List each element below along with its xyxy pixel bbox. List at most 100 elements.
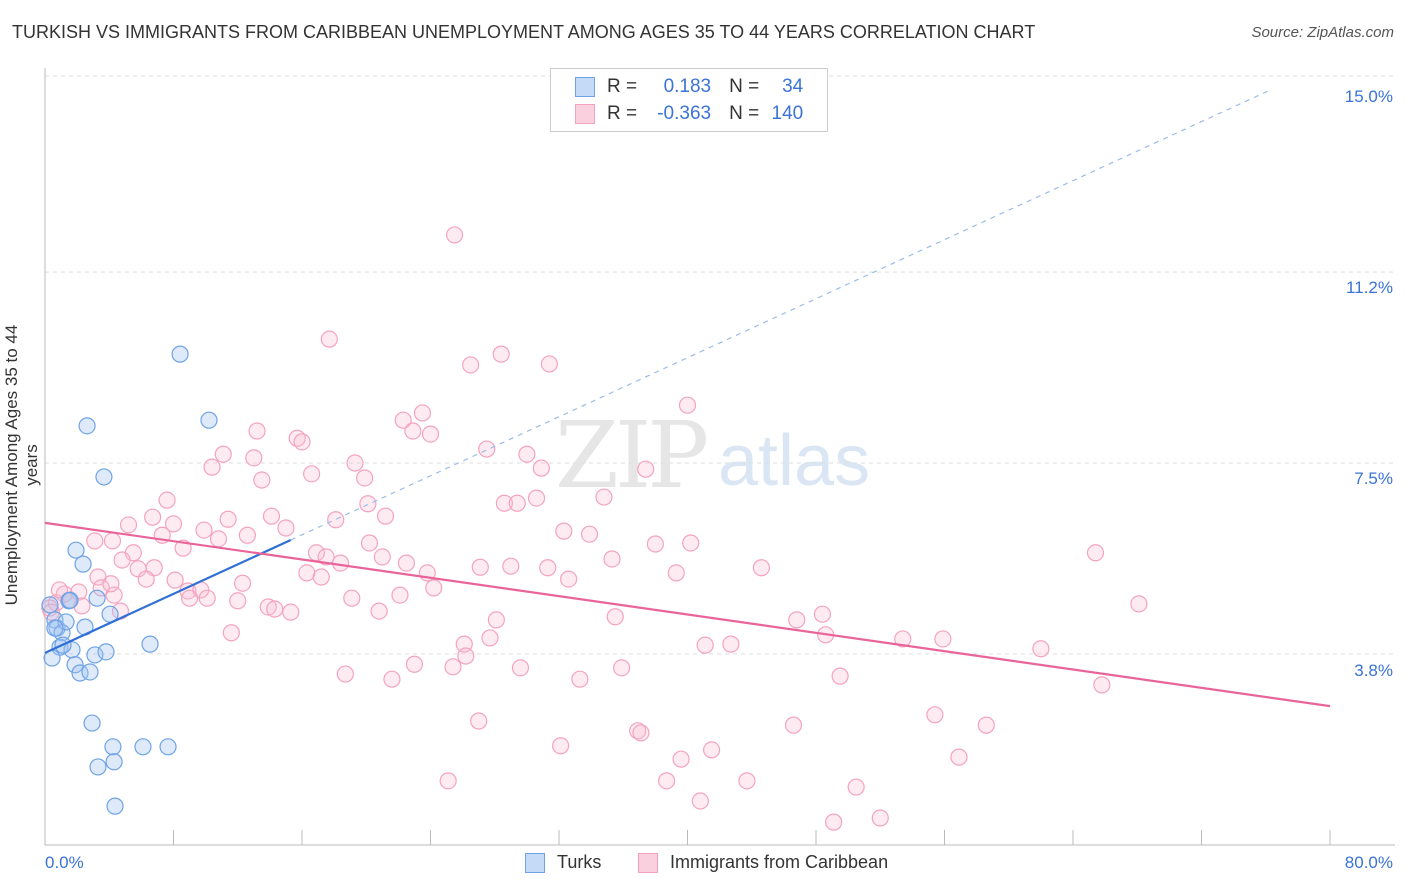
caribbean-point (678, 396, 697, 414)
legend-row-turks: R = 0.183 N = 34 (575, 75, 803, 99)
caribbean-point (219, 510, 237, 528)
caribbean-point (444, 658, 462, 676)
caribbean-point (1130, 595, 1148, 613)
y-tick-label: 7.5% (1354, 469, 1393, 488)
caribbean-point (346, 454, 364, 472)
caribbean-point (317, 548, 335, 566)
caribbean-point (481, 629, 499, 647)
caribbean-point (518, 445, 536, 463)
caribbean-point (277, 519, 295, 537)
turks-point (105, 753, 123, 771)
x-tick-label: 0.0% (45, 853, 84, 872)
caribbean-point (606, 608, 624, 626)
turks-n-value: 34 (782, 76, 804, 97)
turks-point (134, 738, 152, 756)
watermark-zip: ZIP (555, 402, 709, 509)
caribbean-point (209, 530, 228, 548)
caribbean-point (404, 422, 422, 440)
caribbean-point (343, 589, 361, 607)
caribbean-point (394, 411, 412, 429)
caribbean-point (532, 459, 550, 477)
caribbean-point (376, 507, 395, 525)
caribbean-point (950, 748, 968, 766)
caribbean-point (195, 521, 213, 539)
caribbean-point (752, 559, 770, 577)
turks-point (41, 596, 59, 614)
caribbean-point (356, 469, 374, 487)
caribbean-point (571, 670, 589, 688)
turks-point (106, 797, 124, 815)
caribbean-point (119, 516, 138, 534)
caribbean-point (738, 772, 756, 790)
turks-point (46, 619, 64, 637)
caribbean-point (359, 495, 377, 513)
turks-trendline (44, 538, 292, 654)
n-label: N = (729, 103, 760, 124)
caribbean-point (421, 425, 440, 443)
caribbean-point (373, 548, 391, 566)
caribbean-point (425, 579, 443, 597)
r-label: R = (607, 103, 638, 124)
caribbean-point (238, 526, 256, 544)
caribbean-point (560, 570, 578, 588)
caribbean-point (934, 630, 952, 648)
turks-point (67, 541, 85, 559)
caribbean-point (1093, 676, 1111, 694)
y-tick-label: 15.0% (1344, 87, 1393, 106)
caribbean-point (646, 535, 664, 553)
watermark-atlas: atlas (718, 421, 871, 501)
caribbean-point (539, 559, 557, 577)
caribbean-point (552, 737, 570, 755)
caribbean-point (667, 564, 685, 582)
n-label: N = (729, 76, 760, 97)
turks-point (61, 591, 79, 609)
turks-point (104, 738, 122, 756)
turks-point (88, 589, 106, 607)
turks-point (74, 555, 92, 573)
caribbean-point (487, 611, 505, 629)
caribbean-point (413, 404, 432, 422)
caribbean-point (871, 809, 889, 827)
caribbean-point (248, 422, 266, 440)
turks-point (95, 468, 113, 486)
caribbean-point (540, 355, 558, 373)
caribbean-point (391, 586, 409, 604)
caribbean-point (158, 491, 176, 509)
turks-swatch (525, 852, 545, 873)
caribbean-point (831, 667, 849, 685)
caribbean-point (113, 551, 131, 569)
caribbean-point (613, 659, 631, 677)
caribbean-point (320, 330, 338, 348)
caribbean-point (511, 659, 530, 677)
x-tick-label: 80.0% (1344, 853, 1393, 872)
caribbean-point (229, 592, 247, 610)
turks-point (159, 738, 177, 756)
caribbean-point (580, 525, 599, 543)
turks-point (66, 656, 84, 674)
caribbean-point (360, 534, 379, 552)
caribbean-point (293, 433, 311, 451)
caribbean-point (702, 741, 721, 759)
bottom-legend-caribbean: Immigrants from Caribbean (638, 852, 888, 873)
caribbean-trendline (44, 521, 1331, 708)
caribbean-point (164, 515, 183, 533)
caribbean-point (445, 226, 464, 244)
correlation-legend: R = 0.183 N = 34 R = -0.363 N = 140 (550, 68, 828, 132)
caribbean-point (471, 558, 489, 576)
legend-row-caribbean: R = -0.363 N = 140 (575, 102, 803, 126)
caribbean-point (696, 636, 714, 654)
caribbean-swatch (638, 852, 658, 873)
caribbean-point (825, 813, 843, 831)
caribbean-point (336, 665, 354, 683)
caribbean-point (262, 507, 281, 525)
caribbean-n-value: 140 (771, 103, 804, 124)
y-tick-label: 3.8% (1354, 661, 1393, 680)
caribbean-point (105, 586, 123, 604)
turks-trendline-extension (290, 89, 1271, 541)
caribbean-point (103, 532, 122, 550)
caribbean-point (233, 574, 252, 592)
turks-swatch (575, 77, 595, 97)
caribbean-point (327, 511, 345, 529)
turks-point (89, 758, 107, 776)
